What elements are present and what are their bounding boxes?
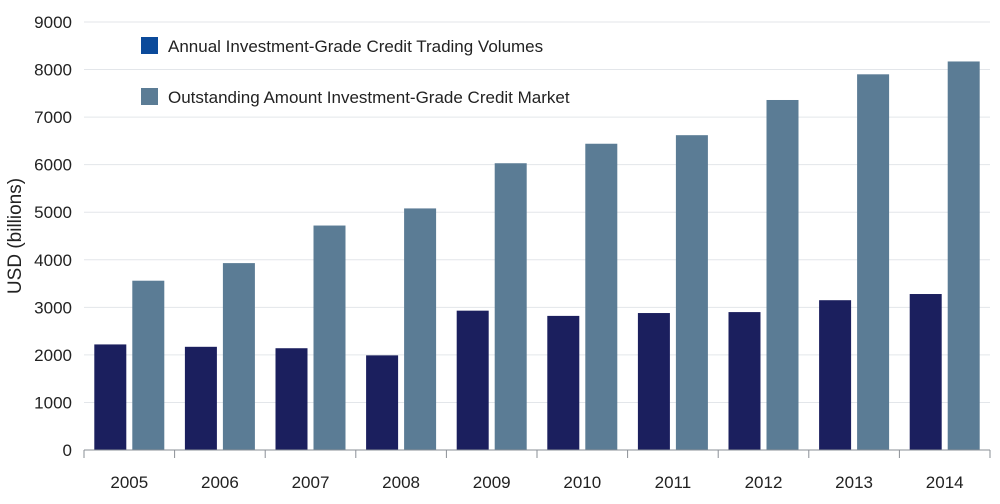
y-tick-label: 1000 [34,393,72,412]
trading-volume-bar-2007 [275,348,308,450]
trading-volume-bar-2014 [909,294,942,450]
trading-volume-bar-2005 [94,344,127,450]
y-tick-label: 4000 [34,251,72,270]
y-tick-label: 3000 [34,298,72,317]
y-tick-label: 2000 [34,346,72,365]
trading-volume-bar-2012 [728,312,761,450]
x-tick-label: 2007 [292,473,330,492]
y-tick-label: 6000 [34,156,72,175]
outstanding-amount-bar-2011 [675,135,708,450]
x-tick-label: 2009 [473,473,511,492]
y-tick-label: 5000 [34,203,72,222]
y-tick-label: 7000 [34,108,72,127]
y-tick-label: 0 [63,441,72,460]
outstanding-amount-bar-2006 [222,263,255,450]
x-tick-label: 2013 [835,473,873,492]
trading-volume-bar-2010 [547,315,580,450]
trading-volume-bar-2006 [184,346,217,450]
legend: Annual Investment-Grade Credit Trading V… [141,37,570,107]
outstanding-amount-bar-2013 [857,74,890,451]
y-tick-labels: 0 1000 2000 3000 4000 5000 6000 7000 8000 9000 [34,13,72,460]
outstanding-amount-bar-2008 [404,208,437,450]
bars [94,61,980,451]
x-tick-label: 2011 [655,473,692,492]
trading-volume-bar-2011 [637,313,670,450]
legend-label: Outstanding Amount Investment-Grade Cred… [168,88,570,107]
x-tick-label: 2012 [745,473,783,492]
legend-label: Annual Investment-Grade Credit Trading V… [168,37,543,56]
x-tick-label: 2006 [201,473,239,492]
x-tick-label: 2008 [382,473,420,492]
x-tick-label: 2010 [563,473,601,492]
y-axis-title: USD (billions) [5,178,26,294]
legend-swatch [141,88,158,105]
outstanding-amount-bar-2005 [132,280,165,450]
outstanding-amount-bar-2012 [766,99,799,450]
axes [83,449,991,458]
x-tick-label: 2005 [110,473,148,492]
outstanding-amount-bar-2009 [494,163,527,451]
gridlines [84,21,990,403]
legend-swatch [141,37,158,54]
x-tick-labels: 2005 2006 2007 2008 2009 2010 2011 2012 2013 2014 [110,473,963,492]
y-tick-label: 8000 [34,61,72,80]
outstanding-amount-bar-2010 [585,143,618,450]
trading-volume-bar-2008 [366,355,399,450]
outstanding-amount-bar-2007 [313,225,346,450]
trading-volume-bar-2009 [456,310,489,450]
outstanding-amount-bar-2014 [947,61,980,451]
y-tick-label: 9000 [34,13,72,32]
trading-volume-bar-2013 [819,300,852,450]
x-tick-label: 2014 [926,473,964,492]
